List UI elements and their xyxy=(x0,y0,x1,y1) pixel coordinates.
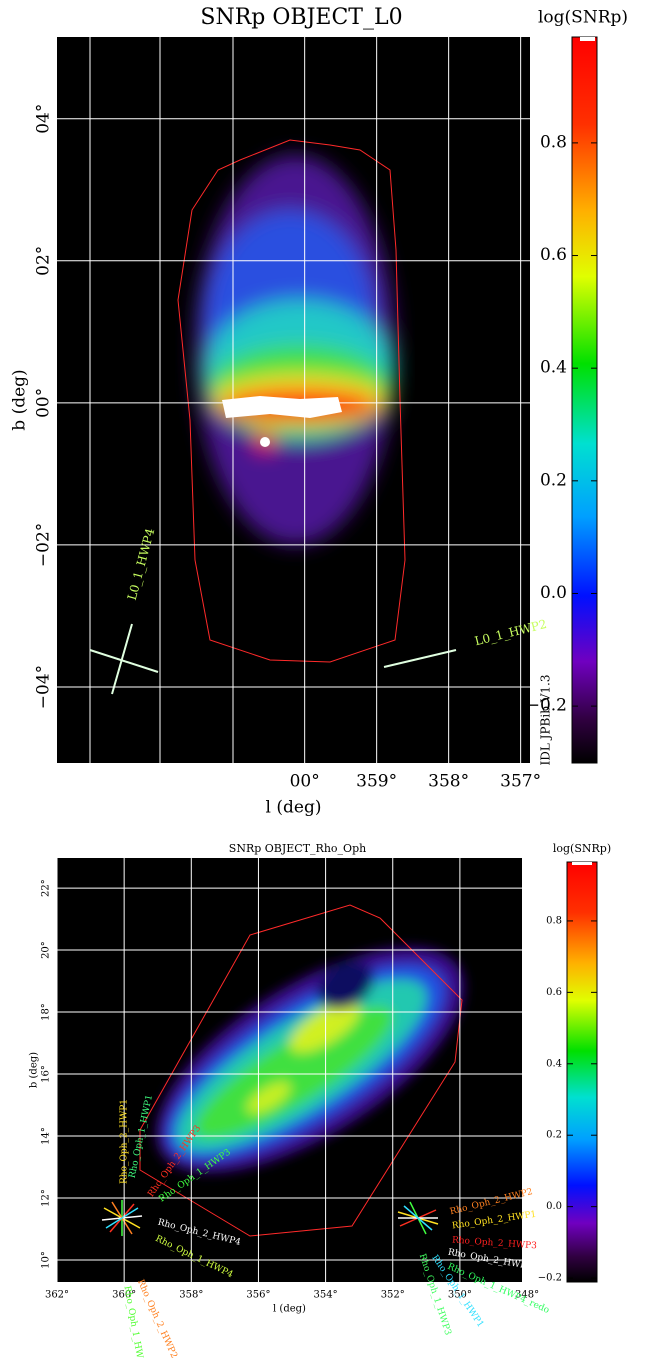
stamp: IDL JPBib V1.3 xyxy=(539,675,553,766)
x-tick-label: 00° xyxy=(290,772,320,792)
y-tick-label: 10° xyxy=(41,1251,52,1269)
colorbar-title: log(SNRp) xyxy=(538,8,628,28)
colorbar-tick-label: 0.8 xyxy=(540,132,567,152)
x-tick-label: 358° xyxy=(428,772,469,792)
colorbar-tick-label: 0.6 xyxy=(546,987,562,998)
colorbar xyxy=(566,861,598,1283)
colorbar-tick-label: 0.0 xyxy=(546,1201,562,1212)
y-tick-label: 22° xyxy=(41,879,52,897)
instrument-footprint xyxy=(101,1200,439,1236)
colorbar-cap xyxy=(580,37,595,41)
emission xyxy=(156,947,464,1173)
y-tick-label: 02° xyxy=(34,246,54,276)
annotation: Rho_Oph_2_HWP1 xyxy=(120,1099,130,1184)
contour xyxy=(177,139,406,663)
emission xyxy=(195,155,395,545)
colorbar-tick-label: 0.0 xyxy=(540,583,567,603)
y-tick-label: 04° xyxy=(34,104,54,134)
x-tick-label: 348° xyxy=(515,1290,539,1301)
x-tick-label: 357° xyxy=(500,772,541,792)
x-tick-label: 356° xyxy=(246,1290,270,1301)
colorbar-tick-label: 0.4 xyxy=(546,1058,562,1069)
x-tick-label: 358° xyxy=(179,1290,203,1301)
colorbar-cap xyxy=(572,862,592,865)
colorbar xyxy=(571,36,598,764)
y-tick-label: 18° xyxy=(41,1003,52,1021)
saturated-spot xyxy=(260,437,270,447)
title: SNRp OBJECT_Rho_Oph xyxy=(229,842,366,855)
x-tick-label: 360° xyxy=(112,1290,136,1301)
instrument-footprint xyxy=(89,623,457,695)
colorbar-tick-label: −0.2 xyxy=(538,1273,562,1284)
x-tick-label: 350° xyxy=(448,1290,472,1301)
x-tick-label: 362° xyxy=(45,1290,69,1301)
x-axis-label: l (deg) xyxy=(273,1304,306,1315)
y-tick-label: −04° xyxy=(34,665,54,709)
colorbar-tick-label: 0.2 xyxy=(546,1130,562,1141)
y-tick-label: 14° xyxy=(41,1127,52,1145)
x-tick-label: 354° xyxy=(314,1290,338,1301)
x-axis-label: l (deg) xyxy=(266,798,322,818)
colorbar-tick-label: 0.6 xyxy=(540,245,567,265)
y-axis-label: b (deg) xyxy=(29,1052,40,1088)
y-tick-label: −02° xyxy=(34,523,54,567)
title: SNRp OBJECT_L0 xyxy=(200,5,402,30)
colorbar-title: log(SNRp) xyxy=(553,842,611,855)
y-tick-label: 00° xyxy=(34,388,54,418)
colorbar-tick-label: 0.8 xyxy=(546,915,562,926)
y-tick-label: 20° xyxy=(41,941,52,959)
colorbar-tick-label: 0.2 xyxy=(540,470,567,490)
x-tick-label: 352° xyxy=(381,1290,405,1301)
y-tick-label: 12° xyxy=(41,1189,52,1207)
y-axis-label: b (deg) xyxy=(10,369,30,430)
y-tick-label: 16° xyxy=(41,1065,52,1083)
colorbar-tick-label: 0.4 xyxy=(540,358,567,378)
x-tick-label: 359° xyxy=(356,772,397,792)
saturated-core xyxy=(222,396,342,418)
colorbar-tick-label: −0.2 xyxy=(526,696,567,716)
extra-grid xyxy=(89,37,234,763)
